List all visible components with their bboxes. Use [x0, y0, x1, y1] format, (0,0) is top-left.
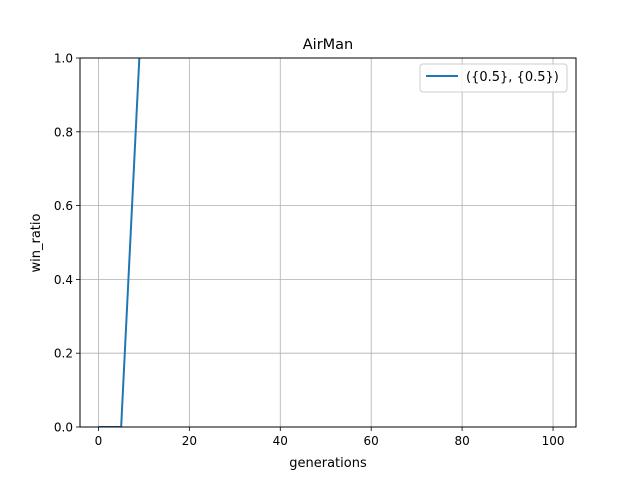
- y-tick-label: 0.6: [54, 199, 73, 213]
- y-tick-label: 0.4: [54, 273, 73, 287]
- series-line-0: [98, 58, 141, 427]
- legend-entry-label: ({0.5}, {0.5}): [466, 70, 559, 85]
- ticks: 0 20 40 60 80 100 0.0 0.2 0.4 0.6 0.8 1.0: [54, 52, 565, 449]
- x-axis-label: generations: [289, 456, 367, 471]
- x-tick-label: 20: [182, 434, 197, 448]
- grid: [80, 57, 576, 428]
- legend-box: [419, 63, 568, 93]
- x-tick-label: 80: [454, 434, 469, 448]
- series-layer: [98, 58, 141, 427]
- x-tick-label: 40: [273, 434, 288, 448]
- legend: ({0.5}, {0.5}): [419, 63, 568, 93]
- y-tick-label: 0.2: [54, 347, 73, 361]
- y-tick-label: 0.0: [54, 421, 73, 435]
- y-tick-label: 1.0: [54, 52, 73, 66]
- y-axis-label: win_ratio: [29, 213, 44, 272]
- plot-area-frame: [79, 57, 577, 428]
- chart-title: AirMan: [303, 37, 354, 53]
- x-tick-label: 60: [364, 434, 379, 448]
- y-tick-label: 0.8: [54, 125, 73, 139]
- x-tick-label: 100: [542, 434, 565, 448]
- x-tick-label: 0: [95, 434, 103, 448]
